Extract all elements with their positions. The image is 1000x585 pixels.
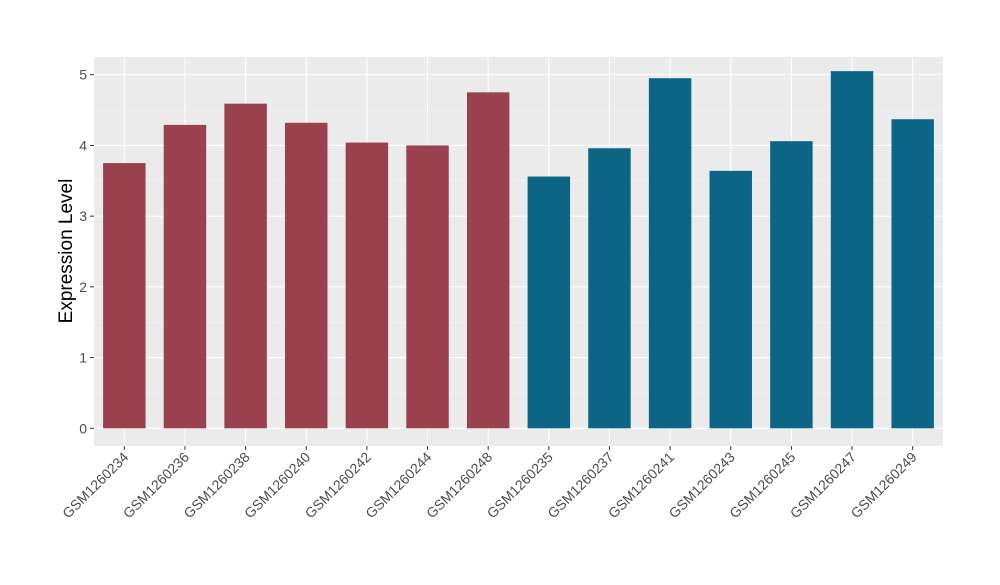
y-tick-label: 4 (79, 137, 87, 153)
bar-GSM1260240 (285, 122, 328, 429)
bar-GSM1260236 (163, 124, 207, 429)
bar-GSM1260245 (770, 141, 813, 429)
bar-GSM1260243 (709, 170, 752, 429)
bar-GSM1260235 (527, 176, 571, 429)
bar-GSM1260234 (103, 163, 146, 429)
bar-GSM1260249 (891, 119, 934, 429)
bar-GSM1260242 (345, 142, 389, 429)
bar-GSM1260237 (588, 148, 631, 429)
bar-GSM1260241 (648, 78, 692, 429)
y-tick-label: 5 (79, 67, 87, 83)
y-tick-label: 1 (79, 350, 87, 366)
bar-GSM1260247 (830, 71, 874, 429)
bar-GSM1260244 (406, 145, 449, 429)
bar-GSM1260248 (466, 92, 510, 429)
bars (103, 71, 934, 429)
y-tick-label: 3 (79, 208, 87, 224)
bar-GSM1260238 (224, 103, 267, 429)
y-tick-label: 0 (79, 420, 87, 436)
y-axis-title: Expression Level (56, 179, 77, 324)
x-axis: GSM1260234GSM1260236GSM1260238GSM1260240… (59, 446, 920, 521)
y-tick-label: 2 (79, 279, 87, 295)
y-axis: 0 1 2 3 4 5 (79, 67, 94, 436)
